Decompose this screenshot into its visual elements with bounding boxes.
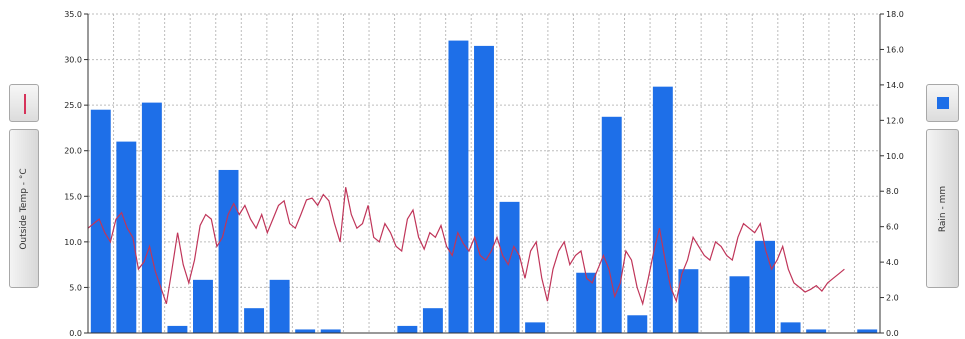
rain-bar — [755, 240, 775, 333]
rain-bar — [269, 279, 290, 333]
left-tick-label: 20.0 — [64, 147, 82, 156]
left-axis-label-box: Outside Temp - °C — [9, 129, 39, 288]
rain-bar — [320, 329, 341, 333]
rain-bar — [295, 329, 316, 333]
bar-series — [90, 40, 878, 334]
right-tick-label: 0.0 — [886, 329, 899, 338]
rain-bar — [141, 102, 162, 333]
rain-bar — [218, 169, 239, 333]
rain-bar — [576, 272, 597, 333]
left-series-toggle-button[interactable] — [9, 84, 39, 122]
line-series — [87, 187, 845, 307]
rain-bar — [627, 315, 648, 333]
right-tick-label: 18.0 — [886, 10, 904, 19]
rain-bar — [601, 116, 622, 334]
rain-bar — [448, 40, 469, 333]
right-tick-label: 14.0 — [886, 81, 904, 90]
red-line-swatch-icon — [24, 94, 26, 114]
left-axis-label: Outside Temp - °C — [19, 167, 29, 250]
rain-bar — [678, 269, 699, 333]
right-tick-label: 8.0 — [886, 187, 899, 196]
rain-bar — [780, 322, 801, 333]
blue-square-swatch-icon — [937, 97, 949, 109]
rain-bar — [474, 45, 494, 334]
left-tick-label: 35.0 — [64, 10, 82, 19]
rain-bar — [857, 329, 878, 333]
left-tick-label: 5.0 — [69, 283, 82, 292]
chart-axes — [87, 14, 881, 334]
left-tick-label: 30.0 — [64, 56, 82, 65]
left-axis-ticks: 0.0 5.0 10.0 15.0 20.0 25.0 30.0 35.0 — [64, 10, 88, 338]
temperature-line — [87, 187, 845, 307]
right-tick-label: 12.0 — [886, 116, 904, 125]
left-tick-label: 10.0 — [64, 238, 82, 247]
right-axis-label: Rain - mm — [937, 185, 948, 232]
left-tick-label: 0.0 — [69, 329, 82, 338]
right-tick-label: 2.0 — [886, 294, 899, 303]
rain-bar — [167, 325, 188, 333]
left-tick-label: 15.0 — [64, 192, 82, 201]
left-tick-label: 25.0 — [64, 101, 82, 110]
rain-bar — [729, 276, 750, 333]
rain-bar — [397, 325, 418, 333]
rain-bar — [244, 308, 265, 333]
right-axis-label-box: Rain - mm — [926, 129, 959, 288]
rain-bar — [806, 329, 827, 333]
rain-bar — [525, 322, 546, 333]
rain-bar — [499, 201, 520, 333]
right-axis-ticks: 0.0 2.0 4.0 6.0 8.0 10.0 12.0 14.0 16.0 18.0 — [880, 10, 904, 338]
right-tick-label: 6.0 — [886, 223, 899, 232]
right-tick-label: 4.0 — [886, 258, 899, 267]
rain-bar — [116, 141, 137, 333]
rain-bar — [193, 279, 213, 333]
rain-bar — [652, 86, 673, 334]
rain-bar — [422, 308, 443, 333]
right-tick-label: 10.0 — [886, 152, 904, 161]
right-tick-label: 16.0 — [886, 45, 904, 54]
right-series-toggle-button[interactable] — [926, 84, 959, 122]
